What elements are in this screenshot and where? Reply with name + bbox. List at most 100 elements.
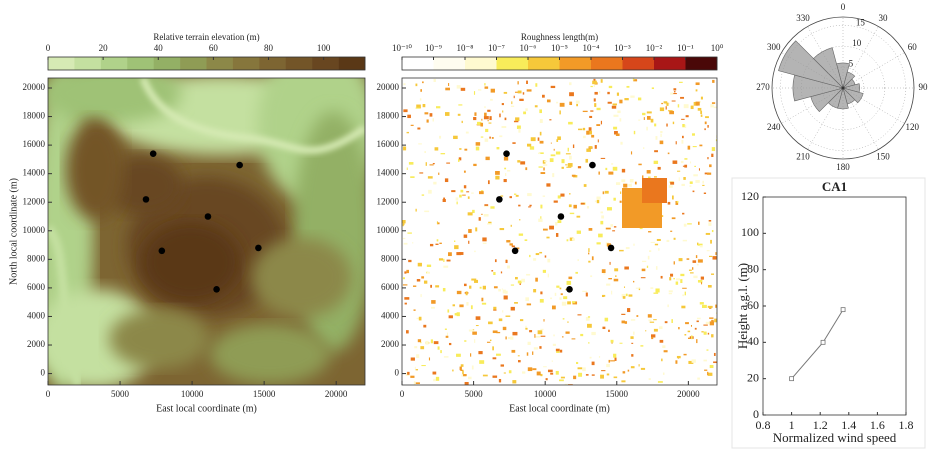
roughness-speck <box>586 131 589 135</box>
roughness-speck <box>682 213 684 215</box>
roughness-speck <box>540 291 542 294</box>
roughness-speck <box>696 82 700 85</box>
roughness-speck <box>543 196 545 197</box>
roughness-speck <box>490 99 493 101</box>
roughness-speck <box>601 79 603 83</box>
roughness-speck <box>526 274 530 276</box>
roughness-speck <box>435 147 439 150</box>
roughness-speck <box>466 191 469 192</box>
roughness-speck <box>588 342 589 344</box>
roughness-speck <box>639 364 640 366</box>
roughness-speck <box>656 266 658 270</box>
roughness-speck <box>569 82 571 85</box>
roughness-speck <box>504 372 506 373</box>
roughness-speck <box>679 82 683 83</box>
roughness-speck <box>540 141 544 144</box>
roughness-speck <box>457 85 461 88</box>
roughness-speck <box>484 116 489 119</box>
colorbar-tick-label: 100 <box>317 43 331 53</box>
roughness-speck <box>403 146 406 150</box>
roughness-speck <box>691 325 692 327</box>
roughness-speck <box>582 291 587 292</box>
roughness-speck <box>517 81 518 84</box>
roughness-speck <box>502 126 507 128</box>
roughness-speck <box>512 245 515 247</box>
roughness-speck <box>673 278 675 279</box>
roughness-speck <box>554 149 555 151</box>
roughness-speck <box>644 117 645 120</box>
roughness-speck <box>578 373 582 377</box>
roughness-speck <box>433 372 437 375</box>
roughness-speck <box>424 281 427 284</box>
roughness-speck <box>684 334 686 335</box>
y-axis-label: North local coordinate (m) <box>8 178 19 285</box>
chart-title: CA1 <box>822 179 847 194</box>
roughness-speck <box>407 372 409 375</box>
roughness-speck <box>425 112 429 114</box>
x-axis-label: East local coordinate (m) <box>156 403 257 414</box>
roughness-speck <box>662 345 665 348</box>
roughness-speck <box>406 330 409 333</box>
roughness-speck <box>511 285 514 286</box>
roughness-speck <box>646 127 648 131</box>
roughness-speck <box>681 161 684 163</box>
roughness-speck <box>605 191 609 194</box>
roughness-speck <box>616 182 620 185</box>
roughness-speck <box>675 360 677 363</box>
roughness-speck <box>691 106 694 109</box>
roughness-speck <box>529 330 532 332</box>
roughness-speck <box>483 243 487 244</box>
roughness-speck <box>448 252 452 256</box>
x-tick-label: 10000 <box>181 389 204 399</box>
roughness-speck <box>407 115 411 118</box>
roughness-speck <box>672 101 676 102</box>
roughness-speck <box>673 93 677 94</box>
colorbar-tick-label: 20 <box>99 43 109 53</box>
roughness-speck <box>651 337 653 339</box>
theta-tick-label: 60 <box>908 42 918 52</box>
roughness-speck <box>416 108 420 109</box>
y-tick-label: 4000 <box>381 311 400 321</box>
roughness-speck <box>518 205 520 207</box>
roughness-speck <box>509 370 512 373</box>
roughness-speck <box>661 276 663 279</box>
roughness-speck <box>583 128 585 130</box>
colorbar-tick-label: 10⁻¹⁰ <box>392 43 412 53</box>
roughness-speck <box>404 271 406 273</box>
roughness-speck <box>412 242 413 243</box>
roughness-speck <box>528 367 532 371</box>
roughness-speck <box>692 267 693 270</box>
roughness-speck <box>602 295 605 297</box>
roughness-speck <box>588 248 589 252</box>
roughness-speck <box>606 284 610 286</box>
roughness-speck <box>437 239 439 241</box>
roughness-speck <box>712 80 714 83</box>
roughness-speck <box>415 84 417 87</box>
roughness-speck <box>609 360 611 363</box>
roughness-speck <box>652 87 654 89</box>
roughness-speck <box>556 139 558 142</box>
roughness-speck <box>704 332 707 335</box>
roughness-speck <box>678 327 679 329</box>
roughness-speck <box>705 122 707 125</box>
roughness-speck <box>515 277 518 279</box>
roughness-speck <box>525 108 527 111</box>
roughness-speck <box>586 293 588 297</box>
roughness-speck <box>696 255 697 258</box>
roughness-speck <box>602 269 606 273</box>
roughness-speck <box>546 237 549 239</box>
roughness-speck <box>540 329 543 330</box>
roughness-speck <box>414 346 417 348</box>
roughness-speck <box>638 164 641 166</box>
roughness-speck <box>606 228 611 230</box>
roughness-speck <box>631 151 632 154</box>
roughness-speck <box>427 272 430 274</box>
roughness-speck <box>510 196 512 198</box>
roughness-speck <box>621 314 625 315</box>
site-marker <box>143 196 150 203</box>
roughness-speck <box>540 132 542 136</box>
site-marker <box>503 150 510 157</box>
roughness-speck <box>406 270 409 273</box>
roughness-speck <box>503 327 507 330</box>
roughness-speck <box>712 230 714 232</box>
